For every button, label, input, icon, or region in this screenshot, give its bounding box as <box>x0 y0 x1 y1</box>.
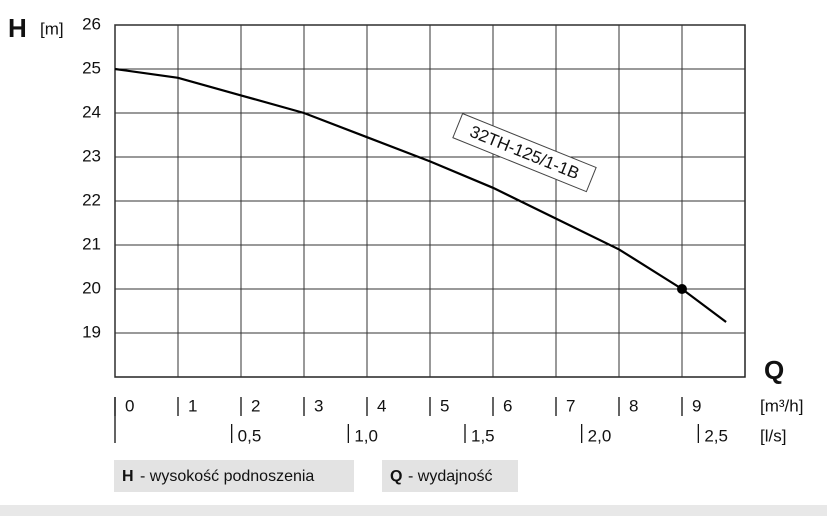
x-tick-label: 3 <box>314 396 323 415</box>
legend-box <box>382 460 518 492</box>
x2-tick-label: 2,5 <box>704 426 728 445</box>
x-axis-unit: [m³/h] <box>760 396 803 415</box>
x-tick-label: 0 <box>125 396 134 415</box>
y-axis-unit: [m] <box>40 19 64 38</box>
y-tick-label: 26 <box>82 14 101 33</box>
legend-text: - wysokość podnoszenia <box>140 468 314 485</box>
legend-symbol: H <box>122 468 134 485</box>
curve <box>114 67 727 323</box>
curve-label: 32TH-125/1-1B <box>467 122 582 183</box>
x-tick-label: 4 <box>377 396 386 415</box>
y-axis-symbol: H <box>8 13 27 43</box>
x-axis-symbol: Q <box>764 355 784 385</box>
x-tick-label: 8 <box>629 396 638 415</box>
x2-tick-label: 2,0 <box>588 426 612 445</box>
y-tick-label: 21 <box>82 234 101 253</box>
y-tick-label: 24 <box>82 102 101 121</box>
bottom-strip <box>0 505 827 516</box>
y-tick-label: 22 <box>82 190 101 209</box>
y-tick-label: 19 <box>82 322 101 341</box>
x2-tick-label: 1,0 <box>354 426 378 445</box>
legend-symbol: Q <box>390 468 402 485</box>
operating-point <box>677 284 687 294</box>
x2-tick-label: 1,5 <box>471 426 495 445</box>
x2-axis-unit: [l/s] <box>760 426 786 445</box>
x-tick-label: 2 <box>251 396 260 415</box>
y-tick-label: 20 <box>82 278 101 297</box>
curve-label-bg <box>452 112 597 193</box>
x-tick-label: 7 <box>566 396 575 415</box>
x-tick-label: 5 <box>440 396 449 415</box>
x-tick-label: 1 <box>188 396 197 415</box>
legend-box <box>114 460 354 492</box>
y-tick-label: 25 <box>82 58 101 77</box>
x2-tick-label: 0,5 <box>238 426 262 445</box>
x-tick-label: 6 <box>503 396 512 415</box>
y-tick-label: 23 <box>82 146 101 165</box>
legend-text: - wydajność <box>408 468 492 485</box>
x-tick-label: 9 <box>692 396 701 415</box>
